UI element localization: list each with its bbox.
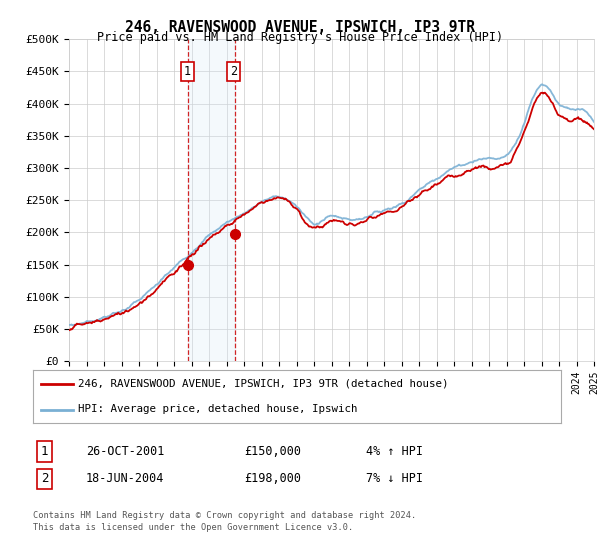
Text: £150,000: £150,000	[244, 445, 301, 458]
Text: 2: 2	[230, 65, 237, 78]
Text: Contains HM Land Registry data © Crown copyright and database right 2024.: Contains HM Land Registry data © Crown c…	[33, 511, 416, 520]
Text: 246, RAVENSWOOD AVENUE, IPSWICH, IP3 9TR: 246, RAVENSWOOD AVENUE, IPSWICH, IP3 9TR	[125, 20, 475, 35]
Text: 18-JUN-2004: 18-JUN-2004	[86, 472, 164, 486]
Text: 4% ↑ HPI: 4% ↑ HPI	[365, 445, 422, 458]
Text: 1: 1	[184, 65, 191, 78]
Text: HPI: Average price, detached house, Ipswich: HPI: Average price, detached house, Ipsw…	[78, 404, 358, 414]
Text: Price paid vs. HM Land Registry's House Price Index (HPI): Price paid vs. HM Land Registry's House …	[97, 31, 503, 44]
Text: 2: 2	[41, 472, 49, 486]
Text: £198,000: £198,000	[244, 472, 301, 486]
Text: 26-OCT-2001: 26-OCT-2001	[86, 445, 164, 458]
Text: This data is licensed under the Open Government Licence v3.0.: This data is licensed under the Open Gov…	[33, 523, 353, 532]
Text: 1: 1	[41, 445, 49, 458]
Text: 7% ↓ HPI: 7% ↓ HPI	[365, 472, 422, 486]
Bar	[188, 39, 235, 361]
Text: 246, RAVENSWOOD AVENUE, IPSWICH, IP3 9TR (detached house): 246, RAVENSWOOD AVENUE, IPSWICH, IP3 9TR…	[78, 379, 448, 389]
